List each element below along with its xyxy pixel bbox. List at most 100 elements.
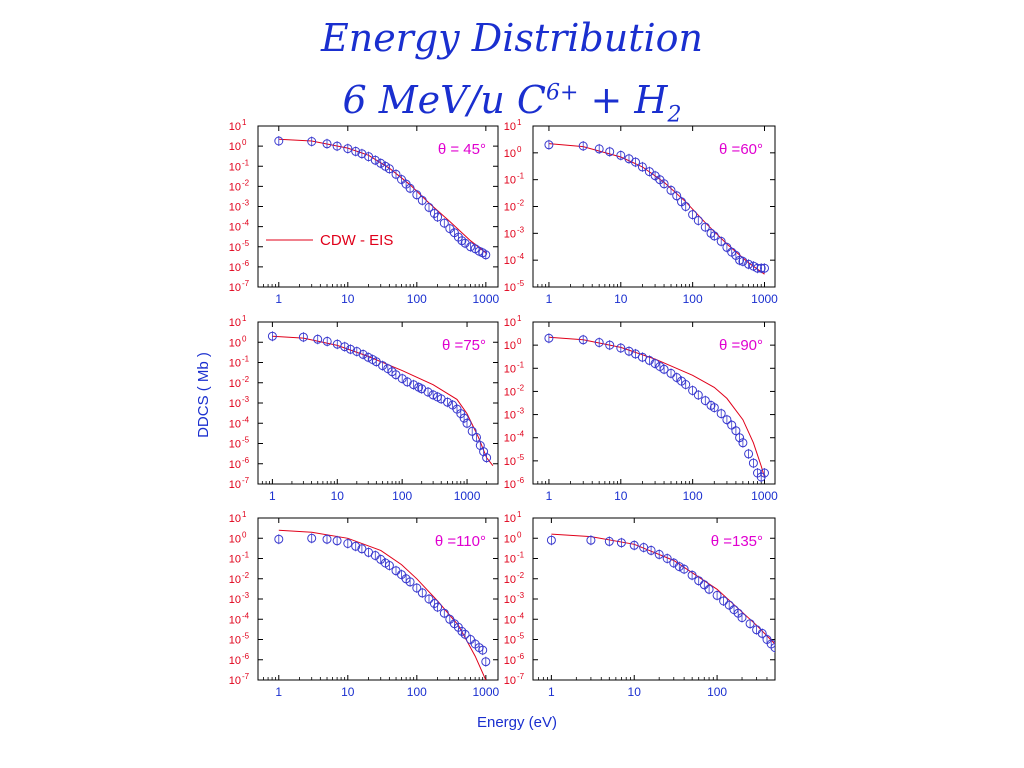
theory-curve	[551, 533, 775, 645]
x-tick-label: 100	[392, 489, 412, 503]
y-tick-exponent: -5	[242, 632, 250, 641]
subtitle-target: + H	[578, 78, 668, 122]
y-tick-exponent: -2	[242, 178, 250, 187]
y-tick-exponent: -7	[242, 476, 250, 485]
y-tick-exponent: -3	[517, 407, 525, 416]
y-tick-exponent: -7	[242, 672, 250, 681]
y-tick-label: 10	[229, 161, 241, 173]
y-tick-exponent: 0	[242, 138, 247, 147]
x-tick-label: 1000	[454, 489, 481, 503]
y-axis-label: DDCS ( Mb )	[195, 352, 212, 438]
y-tick-label: 10	[229, 262, 241, 274]
theory-curve	[272, 335, 494, 467]
y-tick-label: 10	[504, 655, 516, 667]
x-tick-label: 10	[628, 685, 642, 699]
y-tick-label: 10	[229, 398, 241, 410]
y-tick-exponent: -4	[242, 415, 250, 424]
y-tick-label: 10	[504, 594, 516, 606]
panel-4: 10 -610 -510 -410 -310 -210 -110 010 11 10 100 1000…	[504, 314, 778, 503]
y-tick-exponent: 1	[517, 118, 522, 127]
subtitle-main: 6 MeV/u C	[342, 78, 546, 122]
panel-1: 10 -710 -610 -510 -410 -310 -210 -110 010 11 10 100…	[229, 118, 500, 306]
y-tick-label: 10	[504, 675, 516, 687]
y-tick-exponent: -5	[517, 453, 525, 462]
angle-label: θ = 45°	[438, 141, 486, 158]
y-tick-label: 10	[229, 121, 241, 133]
y-tick-exponent: -2	[517, 199, 525, 208]
legend-label: CDW - EIS	[320, 232, 393, 249]
y-tick-exponent: 0	[517, 337, 522, 346]
y-tick-label: 10	[504, 614, 516, 626]
y-tick-exponent: -1	[242, 355, 250, 364]
y-tick-exponent: -1	[517, 360, 525, 369]
y-tick-exponent: -2	[242, 571, 250, 580]
y-tick-label: 10	[229, 533, 241, 545]
angle-label: θ =135°	[711, 533, 763, 550]
x-tick-label: 1	[546, 292, 553, 306]
y-tick-exponent: -6	[242, 652, 250, 661]
y-tick-exponent: 1	[517, 314, 522, 323]
y-tick-label: 10	[229, 513, 241, 525]
y-tick-label: 10	[229, 554, 241, 566]
y-tick-label: 10	[504, 386, 516, 398]
x-tick-label: 100	[683, 489, 703, 503]
y-tick-label: 10	[229, 439, 241, 451]
y-tick-label: 10	[229, 574, 241, 586]
y-tick-label: 10	[229, 675, 241, 687]
angle-label: θ =60°	[719, 141, 763, 158]
x-tick-label: 1000	[751, 292, 778, 306]
x-tick-label: 10	[614, 489, 628, 503]
y-tick-label: 10	[504, 533, 516, 545]
y-tick-label: 10	[504, 574, 516, 586]
plot-frame	[532, 321, 776, 485]
y-tick-exponent: -6	[242, 259, 250, 268]
y-tick-label: 10	[229, 594, 241, 606]
angle-label: θ =110°	[435, 533, 486, 550]
y-tick-label: 10	[229, 358, 241, 370]
y-tick-exponent: -3	[517, 225, 525, 234]
y-tick-label: 10	[504, 121, 516, 133]
y-tick-exponent: -1	[242, 551, 250, 560]
y-tick-label: 10	[229, 222, 241, 234]
x-tick-label: 1	[275, 292, 282, 306]
y-tick-label: 10	[229, 337, 241, 349]
x-tick-label: 10	[331, 489, 345, 503]
y-tick-exponent: 1	[242, 510, 247, 519]
x-tick-label: 1	[269, 489, 276, 503]
panel-6: 10 -710 -610 -510 -410 -310 -210 -110 010 11 10 100…	[504, 510, 776, 699]
subtitle-subscript: 2	[667, 102, 682, 128]
y-tick-exponent: 0	[517, 530, 522, 539]
y-tick-exponent: 0	[242, 334, 247, 343]
y-tick-exponent: -5	[517, 632, 525, 641]
y-tick-label: 10	[229, 282, 241, 294]
y-tick-label: 10	[229, 418, 241, 430]
y-tick-exponent: -2	[517, 383, 525, 392]
y-tick-label: 10	[504, 340, 516, 352]
y-tick-label: 10	[504, 456, 516, 468]
y-tick-label: 10	[504, 228, 516, 240]
slide-title: Energy Distribution	[320, 16, 704, 60]
y-tick-exponent: -5	[517, 279, 525, 288]
x-tick-label: 100	[407, 685, 427, 699]
y-tick-exponent: -4	[242, 219, 250, 228]
y-tick-label: 10	[504, 554, 516, 566]
y-tick-exponent: -4	[517, 611, 525, 620]
y-tick-exponent: -1	[242, 158, 250, 167]
y-tick-label: 10	[504, 317, 516, 329]
y-tick-exponent: -4	[517, 252, 525, 261]
x-axis-label: Energy (eV)	[477, 714, 557, 731]
y-tick-label: 10	[504, 363, 516, 375]
x-tick-label: 10	[341, 292, 355, 306]
x-tick-label: 1	[275, 685, 282, 699]
theory-curve	[548, 336, 765, 478]
y-tick-label: 10	[229, 141, 241, 153]
y-tick-label: 10	[229, 202, 241, 214]
y-tick-label: 10	[229, 635, 241, 647]
data-point	[770, 643, 775, 653]
angle-label: θ =90°	[719, 337, 763, 354]
y-tick-label: 10	[229, 459, 241, 471]
panel-3: 10 -710 -610 -510 -410 -310 -210 -110 010 11 10 100…	[229, 314, 499, 503]
y-tick-exponent: 1	[242, 314, 247, 323]
y-tick-exponent: -1	[517, 551, 525, 560]
y-tick-exponent: 0	[242, 530, 247, 539]
